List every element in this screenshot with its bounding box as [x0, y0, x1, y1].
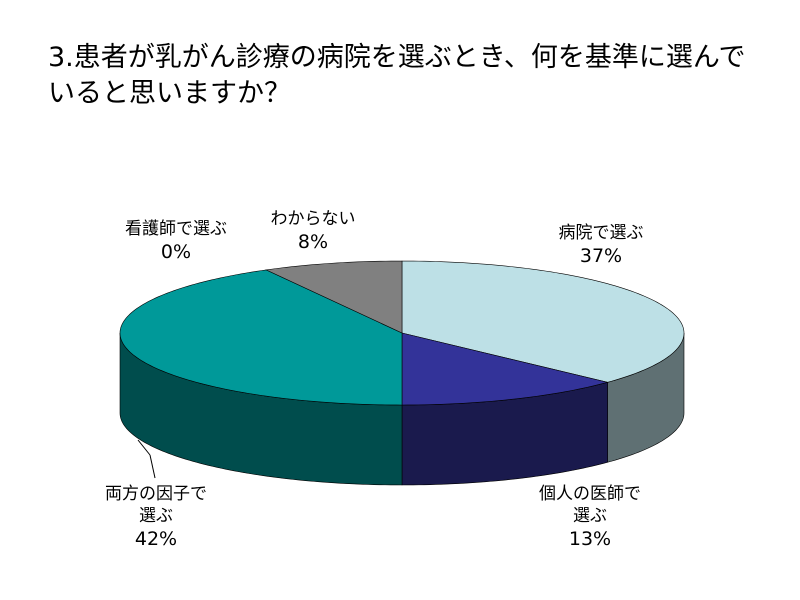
category-label: 個人の医師で選ぶ [539, 484, 641, 526]
category-label: 病院で選ぶ [558, 223, 644, 243]
value-label: 13% [568, 528, 612, 550]
slice [401, 260, 685, 383]
category-label: 両方の因子で選ぶ [105, 484, 207, 526]
category-label: わからない [270, 209, 356, 229]
leader-line [149, 454, 156, 479]
slice-label: 看護師で選ぶ 0% [118, 218, 234, 264]
pie-tops [119, 260, 685, 406]
pie-sides [119, 332, 685, 486]
value-label: 42% [134, 528, 178, 550]
value-label: 0% [160, 241, 192, 263]
slice [265, 260, 403, 334]
slice-label: 個人の医師で選ぶ 13% [532, 483, 648, 551]
slice [401, 332, 608, 406]
slice-label: 病院で選ぶ 37% [543, 222, 659, 268]
category-label: 看護師で選ぶ [125, 219, 227, 239]
value-label: 37% [579, 245, 623, 267]
slice-label: わからない 8% [255, 208, 371, 254]
leader-line [137, 439, 151, 456]
slice [119, 269, 403, 406]
value-label: 8% [297, 231, 329, 253]
chart-title: 3.患者が乳がん診療の病院を選ぶとき、何を基準に選んでいると思いますか？ [48, 42, 746, 109]
slice-label: 両方の因子で選ぶ 42% [98, 483, 214, 551]
